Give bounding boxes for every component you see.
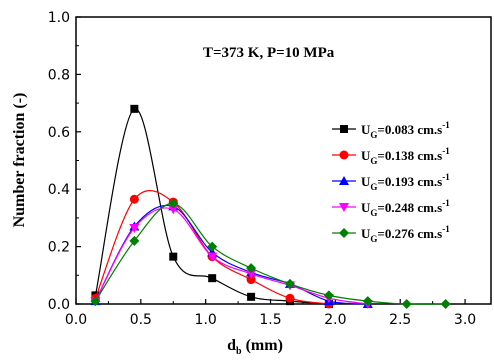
legend-label: UG=0.193 cm.s-1 <box>361 172 450 192</box>
data-point <box>246 263 257 274</box>
x-axis-title-unit: (mm) <box>242 337 283 354</box>
legend-item: UG=0.138 cm.s-1 <box>332 146 450 166</box>
legend-label-rest: =0.138 cm.s <box>377 148 442 163</box>
legend-label-subscript: G <box>370 156 377 166</box>
legend-label: UG=0.138 cm.s-1 <box>361 146 450 166</box>
legend-label-superscript: -1 <box>442 224 450 234</box>
data-point <box>247 292 256 301</box>
legend-item: UG=0.276 cm.s-1 <box>332 224 450 244</box>
series-4 <box>90 198 451 309</box>
data-point <box>168 198 179 209</box>
legend-label-rest: =0.193 cm.s <box>377 174 442 189</box>
legend-swatch-marker <box>339 150 349 160</box>
data-point <box>129 235 140 246</box>
x-axis-title-main: d <box>227 337 236 354</box>
series-line <box>94 108 329 305</box>
legend-swatch-marker <box>339 228 349 238</box>
legend-item: UG=0.083 cm.s-1 <box>332 120 450 140</box>
data-point <box>440 299 451 309</box>
legend: UG=0.083 cm.s-1UG=0.138 cm.s-1UG=0.193 c… <box>332 120 450 244</box>
legend-label-subscript: G <box>370 130 377 140</box>
data-point <box>207 252 218 262</box>
legend-swatch-marker <box>339 176 349 185</box>
chart-annotation: T=373 K, P=10 MPa <box>203 45 335 61</box>
x-tick-label: 2.5 <box>389 312 411 328</box>
data-point <box>208 274 217 283</box>
legend-label-subscript: G <box>370 208 377 218</box>
data-point <box>207 241 218 252</box>
y-tick-label: 1.0 <box>48 10 70 26</box>
data-point <box>284 278 295 289</box>
legend-label-main: U <box>361 174 371 189</box>
series-0 <box>91 104 333 308</box>
legend-label-main: U <box>361 122 371 137</box>
x-axis-title: db (mm) <box>227 337 283 357</box>
y-tick-label: 0.2 <box>48 240 70 256</box>
legend-label-subscript: G <box>370 234 377 244</box>
x-tick-label: 1.5 <box>259 312 281 328</box>
data-point <box>130 104 139 113</box>
x-axis-title-subscript: b <box>236 346 242 357</box>
legend-label-superscript: -1 <box>442 120 450 130</box>
data-point <box>129 194 139 204</box>
legend-label-main: U <box>361 148 371 163</box>
y-axis-title: Number fraction (-) <box>11 93 28 228</box>
legend-label-rest: =0.276 cm.s <box>377 226 442 241</box>
legend-label-main: U <box>361 226 371 241</box>
legend-label-subscript: G <box>370 182 377 192</box>
legend-item: UG=0.193 cm.s-1 <box>332 172 450 192</box>
y-tick-label: 0.0 <box>48 297 70 313</box>
x-tick-label: 2.0 <box>324 312 346 328</box>
series-line <box>94 207 368 305</box>
series-line <box>94 204 368 305</box>
series-layer <box>90 104 451 309</box>
legend-label-superscript: -1 <box>442 198 450 208</box>
legend-label-main: U <box>361 200 371 215</box>
y-tick-label: 0.4 <box>48 182 70 198</box>
x-tick-label: 3.0 <box>454 312 476 328</box>
data-point <box>246 275 256 285</box>
legend-label-rest: =0.083 cm.s <box>377 122 442 137</box>
data-point <box>169 252 178 261</box>
legend-swatch-marker <box>339 203 349 212</box>
data-point <box>285 293 295 303</box>
data-point <box>246 269 257 279</box>
data-point <box>168 205 179 215</box>
legend-label-superscript: -1 <box>442 146 450 156</box>
y-tick-label: 0.8 <box>48 67 70 83</box>
legend-swatch-marker <box>340 125 348 133</box>
data-point <box>362 296 373 307</box>
legend-label-superscript: -1 <box>442 172 450 182</box>
legend-item: UG=0.248 cm.s-1 <box>332 198 450 218</box>
axis-ticks: 0.0 0.5 1.0 1.5 2.0 2.5 3.0 0.0 0.2 0.4 0.6 0.8 1.0 <box>48 10 476 328</box>
legend-label-rest: =0.248 cm.s <box>377 200 442 215</box>
x-tick-label: 1.0 <box>195 312 217 328</box>
y-tick-label: 0.6 <box>48 125 70 141</box>
series-line <box>94 202 446 305</box>
data-point <box>401 299 412 309</box>
legend-label: UG=0.083 cm.s-1 <box>361 120 450 140</box>
data-point <box>90 296 101 307</box>
x-tick-label: 0.0 <box>65 312 87 328</box>
legend-label: UG=0.276 cm.s-1 <box>361 224 450 244</box>
legend-label: UG=0.248 cm.s-1 <box>361 198 450 218</box>
data-point <box>323 290 334 301</box>
data-point <box>129 223 140 233</box>
x-tick-label: 0.5 <box>130 312 152 328</box>
